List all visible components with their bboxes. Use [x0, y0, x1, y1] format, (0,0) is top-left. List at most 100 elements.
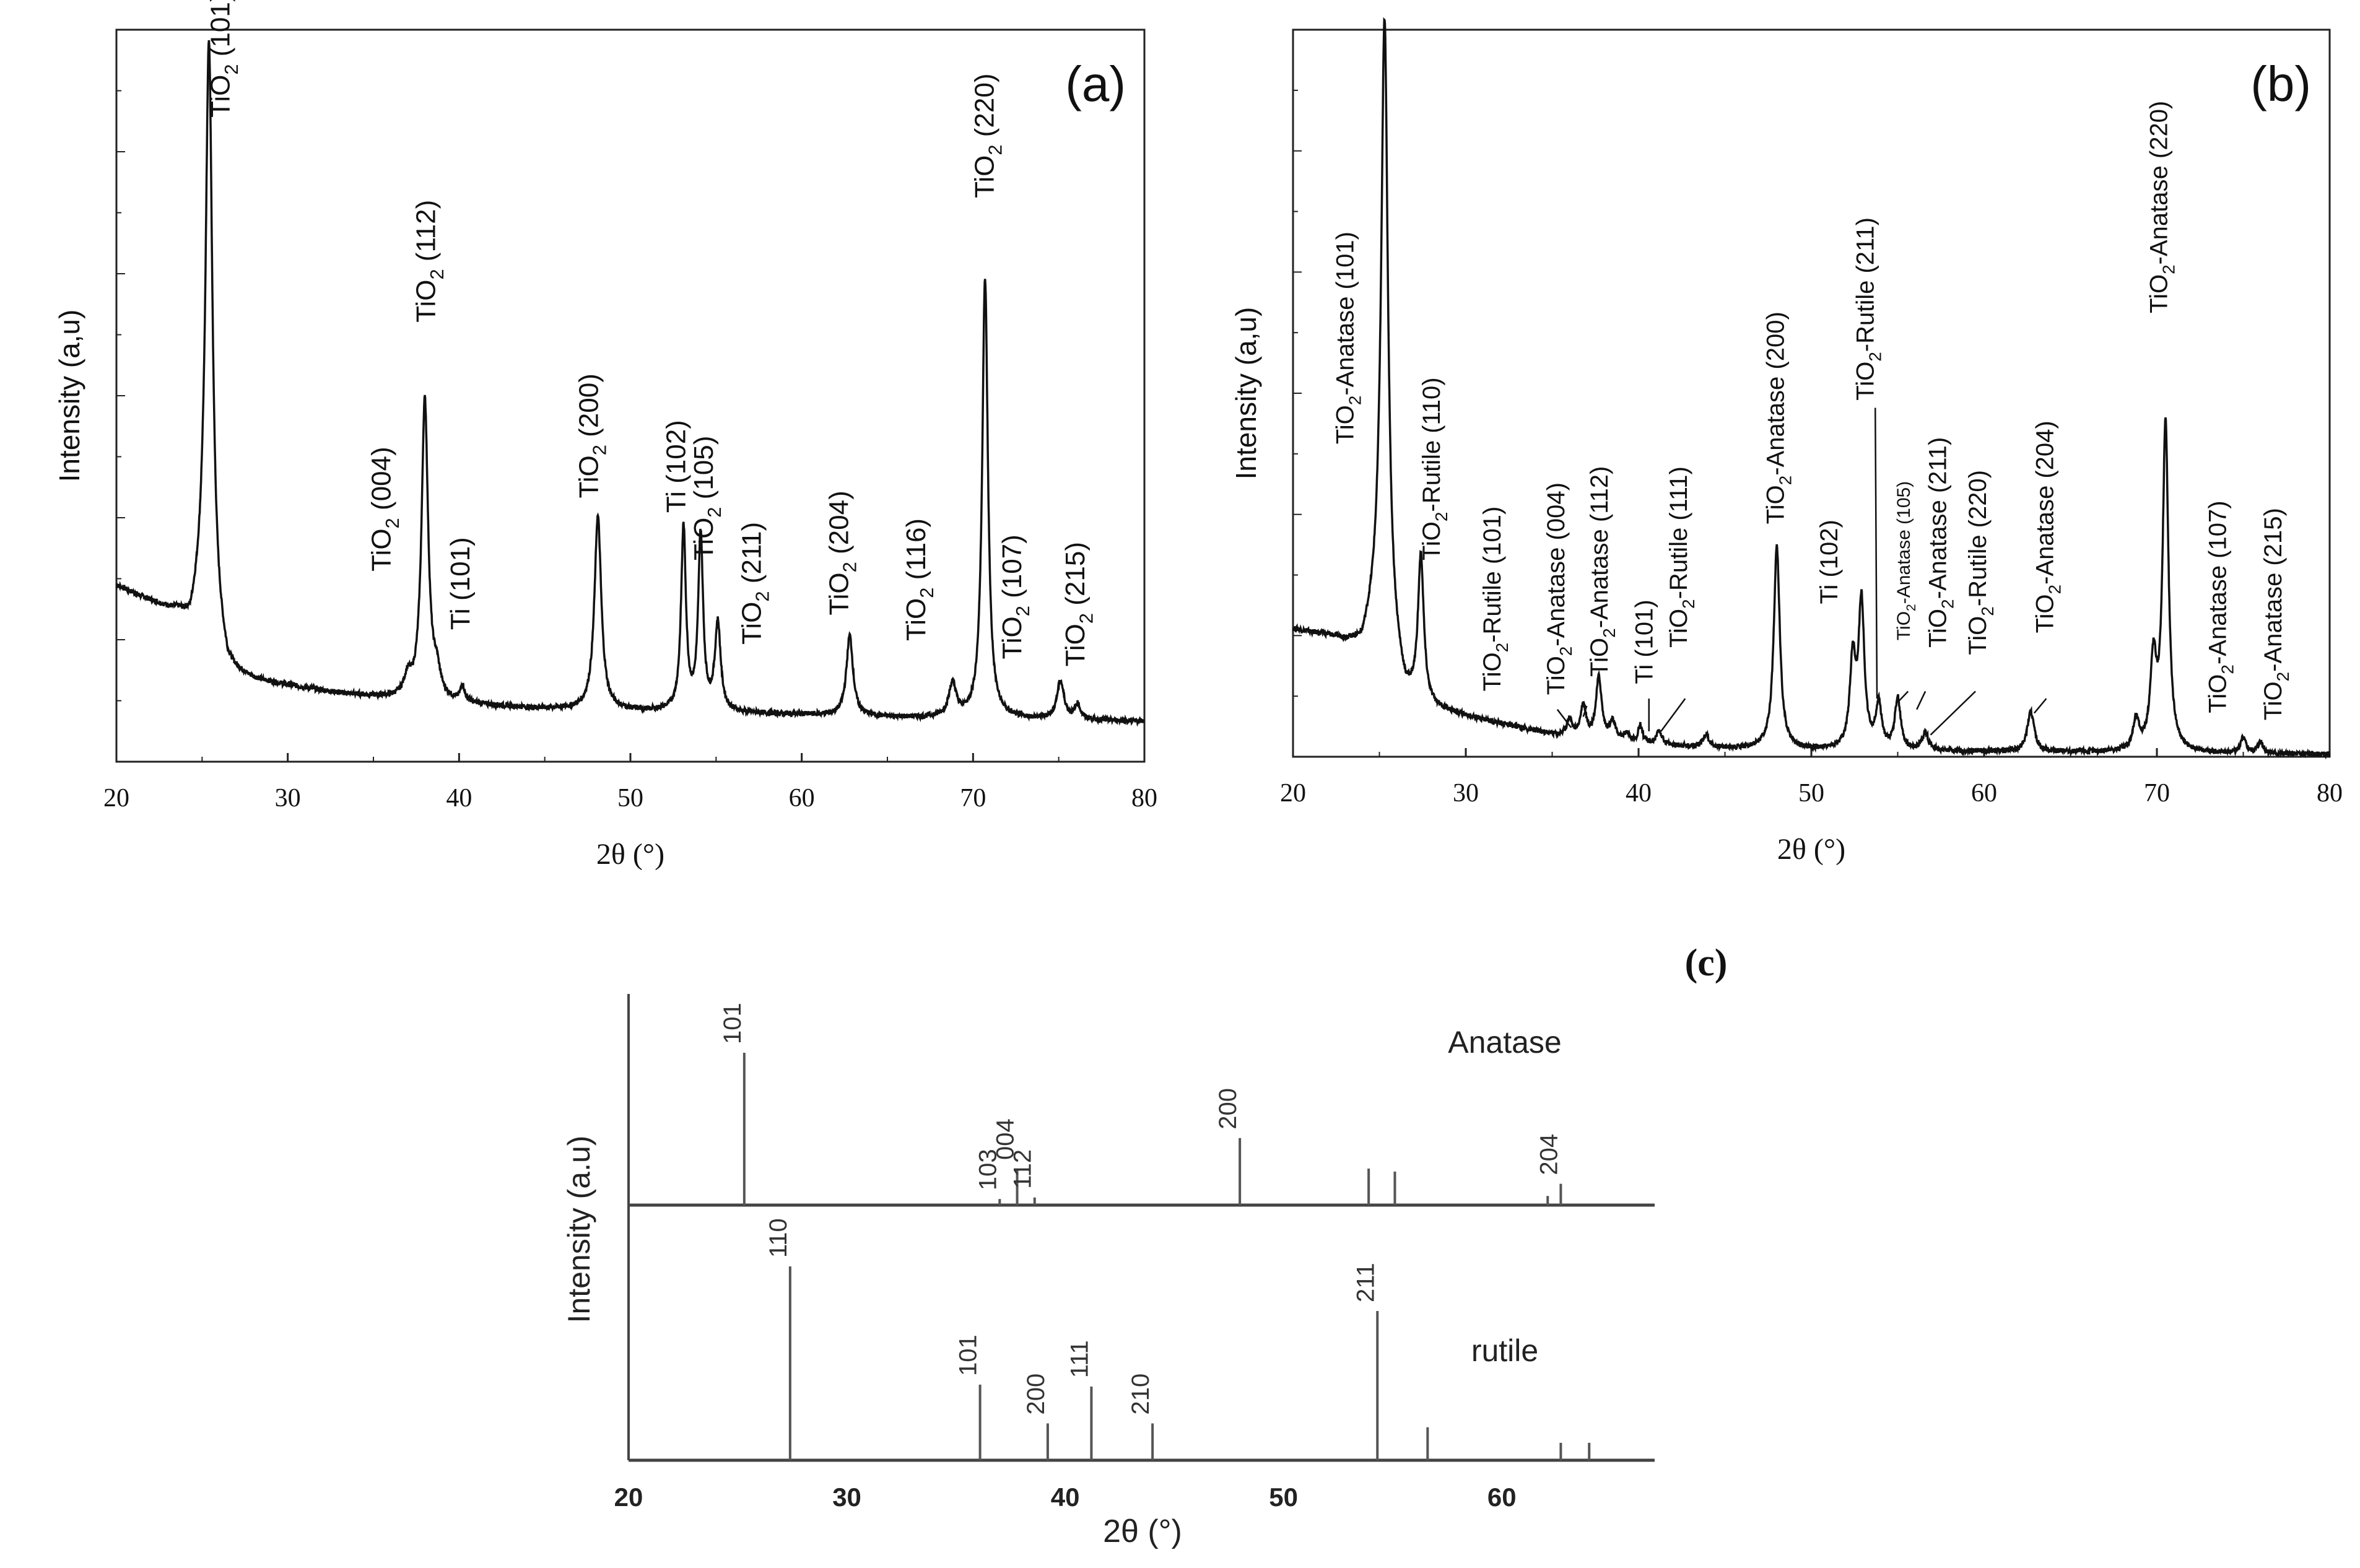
annotation-suffix: -Anatase (211): [1925, 437, 1952, 599]
reflection-label: 103: [974, 1149, 1001, 1190]
peak-annotation: TiO2 (204): [824, 490, 860, 615]
formula-subscript: 2: [1432, 512, 1451, 521]
panel-a: 20 30 40 50 60 70 80 2θ (°) Intensity (a,u) (a) Ti…: [53, 0, 1157, 871]
formula-base: TiO: [2260, 681, 2287, 720]
formula-subscript: 2: [2218, 664, 2237, 674]
series-label-rutile: rutile: [1471, 1333, 1538, 1368]
peak-annotation: TiO2 (004): [367, 446, 403, 571]
formula-base: TiO: [997, 616, 1027, 659]
annotation-suffix: (116): [901, 518, 931, 588]
peak-annotation: TiO2-Anatase (004): [1543, 482, 1575, 695]
reflection-label: 110: [765, 1218, 792, 1258]
x-tick-label: 70: [2144, 779, 2170, 808]
annotation-suffix: (105): [689, 436, 719, 507]
annotation-leader-arrow: [1874, 407, 1878, 699]
y-axis-label: Intensity (a.u): [562, 1136, 596, 1323]
formula-base: TiO: [2146, 274, 2173, 313]
formula-base: TiO: [824, 572, 854, 615]
peak-annotation: TiO2-Rutile (110): [1418, 377, 1451, 560]
annotation-suffix: -Anatase (200): [1762, 311, 1789, 476]
formula-subscript: 2: [2045, 585, 2065, 595]
x-tick-label: 60: [789, 784, 815, 812]
panel-b: 20 30 40 50 60 70 80 2θ (°) Intensity (a,u) (b) Ti…: [1230, 17, 2343, 866]
formula-subscript: 2: [1904, 604, 1918, 611]
annotation-suffix: (107): [997, 534, 1027, 606]
reflection-label: 101: [719, 1003, 746, 1044]
annotation-suffix: -Anatase (215): [2260, 508, 2287, 672]
formula-subscript: 2: [1600, 628, 1619, 638]
formula-subscript: 2: [1075, 613, 1097, 624]
annotation-suffix: -Anatase (107): [2205, 500, 2232, 664]
annotation-suffix: -Rutile (101): [1479, 507, 1506, 643]
x-tick-label: 60: [1971, 779, 1997, 808]
x-tick-label: 30: [1453, 779, 1479, 808]
annotation-leader-arrow: [1916, 690, 1927, 710]
reflection-label: 210: [1127, 1374, 1154, 1415]
peak-annotation: TiO2-Anatase (220): [2146, 101, 2179, 313]
formula-subscript: 2: [1346, 396, 1365, 406]
formula-base: TiO: [2032, 594, 2059, 633]
annotation-suffix: (101): [206, 0, 236, 64]
annotation-suffix: -Anatase (220): [2146, 101, 2173, 265]
formula-subscript: 2: [1012, 606, 1034, 616]
peak-annotation: TiO2-Rutile (211): [1852, 217, 1884, 401]
peak-annotation: TiO2-Anatase (215): [2260, 508, 2293, 720]
x-axis-label: 2θ (°): [1777, 833, 1845, 866]
peak-annotation: Ti (102): [1816, 520, 1843, 604]
peak-annotation: TiO2-Anatase (107): [2205, 500, 2237, 713]
x-tick-label: 20: [103, 784, 129, 812]
peak-annotation: TiO2-Anatase (105): [1894, 481, 1918, 640]
annotation-suffix: -Rutile (220): [1964, 470, 1992, 606]
reflection-label: 111: [1066, 1340, 1093, 1378]
formula-base: TiO: [1418, 521, 1445, 560]
formula-base: TiO: [1964, 616, 1992, 655]
peak-annotation: TiO2 (101): [206, 0, 242, 118]
formula-base: TiO: [1332, 405, 1359, 444]
formula-base: TiO: [970, 155, 1000, 198]
peak-annotation: TiO2 (105): [689, 436, 725, 560]
formula-subscript: 2: [220, 64, 242, 74]
x-tick-label: 80: [2317, 779, 2343, 808]
x-tick-label: 20: [1280, 779, 1306, 808]
formula-subscript: 2: [1492, 643, 1512, 653]
xrd-spectrum-line: [1292, 17, 2331, 760]
formula-subscript: 2: [589, 445, 611, 455]
formula-subscript: 2: [1775, 476, 1795, 486]
x-tick-label: 20: [614, 1483, 643, 1512]
peak-annotation: TiO2-Rutile (111): [1665, 466, 1698, 648]
annotation-leader-arrow: [1556, 708, 1572, 728]
formula-subscript: 2: [1938, 599, 1957, 609]
peak-annotation: TiO2-Anatase (211): [1925, 437, 1957, 648]
x-axis-label: 2θ (°): [596, 838, 664, 871]
x-tick-label: 40: [1051, 1483, 1080, 1512]
plot-frame: [1292, 28, 2331, 758]
panel-label: (c): [1685, 942, 1728, 984]
peak-annotation: TiO2-Anatase (200): [1762, 311, 1795, 524]
peak-annotation: TiO2-Anatase (112): [1586, 466, 1619, 677]
peak-annotation: TiO2 (107): [997, 534, 1034, 659]
formula-base: TiO: [206, 75, 236, 118]
annotation-suffix: (211): [736, 522, 767, 591]
formula-base: TiO: [1586, 638, 1613, 677]
annotation-leader-arrow: [1660, 698, 1686, 732]
peak-annotation: Ti (101): [1631, 599, 1658, 684]
annotation-suffix: -Anatase (105): [1894, 481, 1914, 604]
annotation-suffix: -Rutile (110): [1418, 377, 1445, 512]
annotation-suffix: -Rutile (111): [1665, 466, 1692, 599]
reflection-label: 211: [1352, 1263, 1379, 1302]
annotation-suffix: (204): [824, 490, 854, 562]
reflection-label: 200: [1022, 1374, 1050, 1415]
formula-subscript: 2: [703, 507, 725, 518]
peak-annotation: TiO2-Anatase (204): [2032, 420, 2065, 633]
formula-base: TiO: [411, 280, 442, 323]
peak-annotation: TiO2-Rutile (220): [1964, 470, 1997, 655]
annotation-suffix: (215): [1060, 542, 1091, 613]
formula-subscript: 2: [426, 269, 448, 279]
x-tick-label: 70: [960, 784, 986, 812]
y-axis-label: Intensity (a,u): [1230, 307, 1262, 480]
formula-base: TiO: [1665, 609, 1692, 648]
annotation-suffix: -Anatase (204): [2032, 420, 2059, 585]
formula-base: TiO: [901, 598, 931, 641]
reflection-label: 112: [1009, 1149, 1037, 1189]
